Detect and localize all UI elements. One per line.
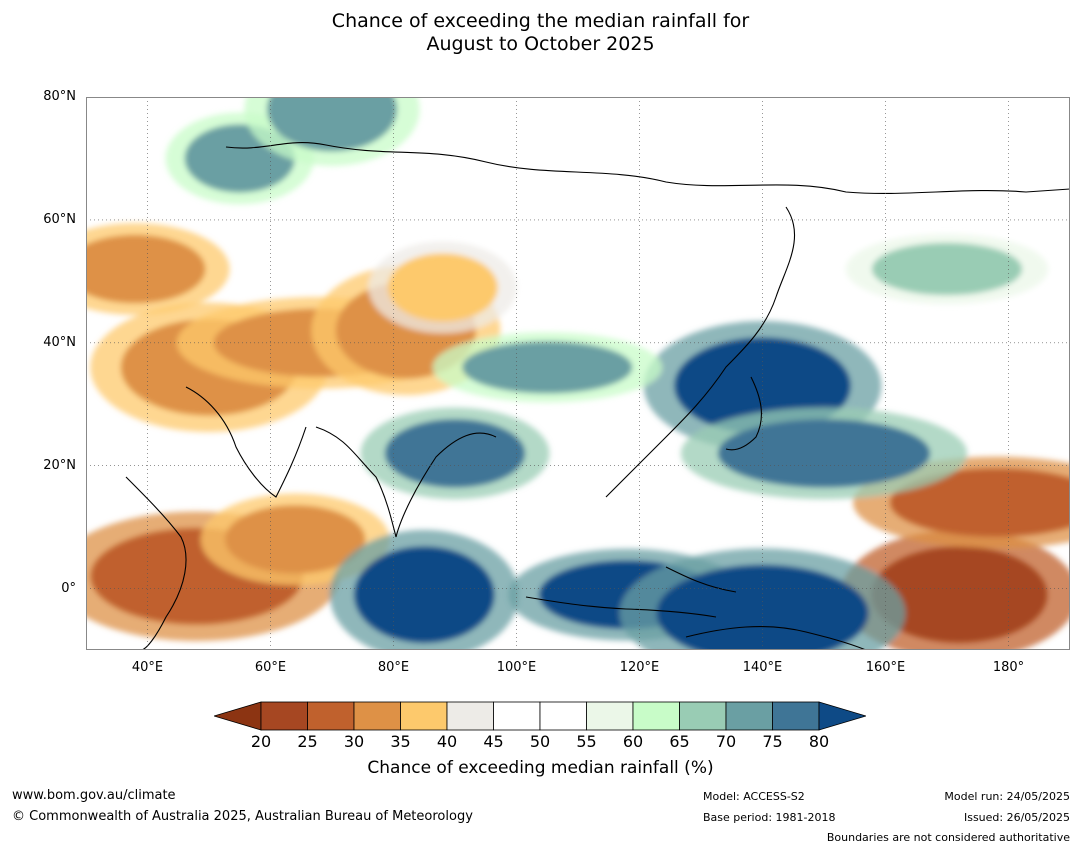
colorbar <box>214 701 866 731</box>
colorbar-tick-label: 30 <box>343 732 365 751</box>
footer-url[interactable]: www.bom.gov.au/climate <box>12 788 176 803</box>
lon-tick-label: 80°E <box>377 660 410 675</box>
colorbar-over-arrow <box>818 701 866 731</box>
colorbar-tick-label: 75 <box>762 732 783 751</box>
colorbar-tick-label: 40 <box>436 732 458 751</box>
field-dry-central-pacific <box>871 546 1048 643</box>
colorbar-segment <box>725 701 773 731</box>
colorbar-tick-label: 45 <box>483 732 504 751</box>
colorbar-segment <box>493 701 541 731</box>
colorbar-tick-label: 20 <box>250 732 272 751</box>
colorbar-under-arrow <box>214 701 262 731</box>
rainfall-outlook-map <box>86 97 1070 650</box>
title-line-1: Chance of exceeding the median rainfall … <box>331 10 750 32</box>
lat-tick-label: 20°N <box>43 457 76 473</box>
footer-copyright: © Commonwealth of Australia 2025, Austra… <box>12 809 473 824</box>
map-frame <box>86 97 1070 650</box>
footer-model-run: Model run: 24/05/2025 <box>944 790 1070 803</box>
field-dry-eastern-europe <box>86 235 206 304</box>
colorbar-segment <box>400 701 448 731</box>
coastline-india <box>315 426 497 538</box>
lon-tick-label: 60°E <box>254 660 287 675</box>
colorbar-tick-label: 80 <box>808 732 830 751</box>
field-dry-mongolia-west <box>387 253 498 322</box>
lon-tick-label: 120°E <box>619 660 660 675</box>
colorbar-label: Chance of exceeding median rainfall (%) <box>367 758 714 778</box>
footer-model: Model: ACCESS-S2 <box>703 790 805 803</box>
field-dry-north-pacific <box>890 468 1070 537</box>
coastline-japan <box>725 376 762 451</box>
lon-tick-label: 100°E <box>496 660 537 675</box>
colorbar-segment <box>539 701 587 731</box>
map-title: Chance of exceeding the median rainfall … <box>0 10 1081 56</box>
field-wet-china-north <box>462 341 633 394</box>
field-wet-indian-ocean <box>354 546 495 643</box>
coastline-africa-east <box>125 476 187 650</box>
colorbar-tick-label: 55 <box>576 732 597 751</box>
colorbar-segment <box>679 701 727 731</box>
colorbar-tick-label: 35 <box>390 732 411 751</box>
colorbar-tick-label: 25 <box>297 732 318 751</box>
colorbar-segment <box>446 701 494 731</box>
colorbar-segment <box>772 701 820 731</box>
lat-tick-label: 80°N <box>43 89 76 104</box>
colorbar-segment <box>260 701 308 731</box>
field-dry-arabian-sea <box>225 505 366 574</box>
colorbar-segment <box>353 701 401 731</box>
footer-base-period: Base period: 1981-2018 <box>703 811 836 824</box>
colorbar-tick-label: 70 <box>715 732 737 751</box>
coastline-arabia <box>185 386 307 498</box>
field-wet-arctic-ocean <box>267 97 397 152</box>
colorbar-tick-label: 60 <box>622 732 644 751</box>
coastline-indonesia <box>525 566 737 618</box>
coastline-asia-east <box>605 206 796 498</box>
field-wet-west-pacific <box>656 565 869 650</box>
colorbar-segment <box>307 701 355 731</box>
lat-tick-label: 60°N <box>43 211 76 227</box>
title-line-2: August to October 2025 <box>426 33 655 55</box>
lon-tick-label: 40°E <box>131 660 164 675</box>
coastlines <box>125 142 1070 650</box>
coastline-australia-north <box>685 626 867 650</box>
colorbar-segment <box>632 701 680 731</box>
lat-lon-gridlines <box>86 97 1070 650</box>
field-wet-west-pacific-north <box>718 419 930 488</box>
colorbar-segment <box>586 701 634 731</box>
colorbar-tick-label: 65 <box>669 732 690 751</box>
colorbar-tick-label: 50 <box>529 732 551 751</box>
field-wet-east-siberia <box>872 243 1022 296</box>
lon-tick-label: 180° <box>992 660 1025 675</box>
lat-tick-label: 40°N <box>43 334 76 350</box>
lon-tick-label: 140°E <box>742 660 783 675</box>
rainfall-probability-fields <box>86 97 1070 650</box>
lat-tick-label: 0° <box>61 580 76 596</box>
coastline-asia-north <box>225 142 1070 194</box>
footer-issued: Issued: 26/05/2025 <box>963 811 1070 824</box>
footer-disclaimer: Boundaries are not considered authoritat… <box>826 831 1070 844</box>
lon-tick-label: 160°E <box>865 660 906 675</box>
field-wet-bay-of-bengal <box>385 419 525 488</box>
